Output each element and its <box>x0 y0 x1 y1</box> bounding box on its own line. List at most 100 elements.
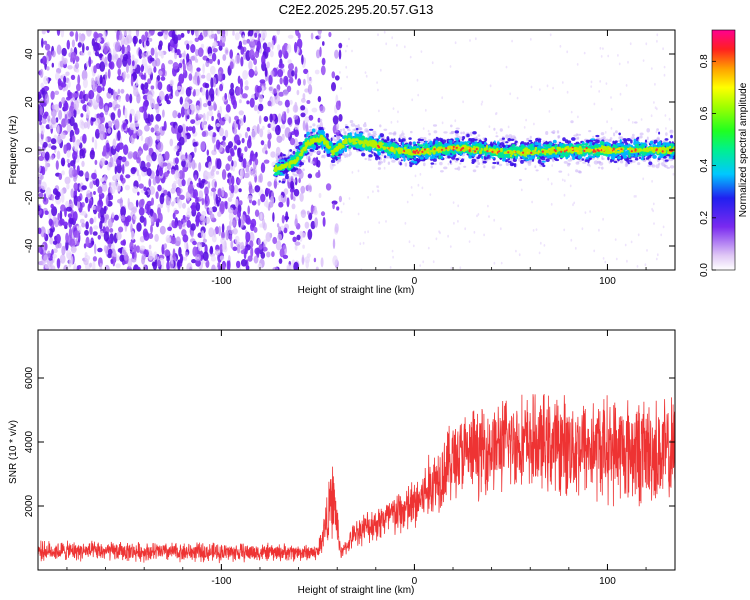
echo-trace-mark <box>433 162 437 166</box>
noise-blob <box>239 99 242 104</box>
noise-blob <box>187 126 194 131</box>
noise-blob <box>182 202 186 209</box>
noise-blob <box>229 234 233 242</box>
noise-blob <box>246 127 251 132</box>
noise-blob <box>179 266 184 270</box>
echo-trace-mark <box>410 160 415 163</box>
echo-trace-mark <box>668 156 674 159</box>
noise-blob <box>116 163 122 174</box>
noise-blob <box>294 218 299 227</box>
echo-trace-mark <box>455 158 460 161</box>
noise-blob <box>202 238 207 243</box>
noise-blob <box>240 168 244 179</box>
noise-blob <box>310 204 314 215</box>
noise-blob <box>289 77 294 84</box>
echo-trace-mark <box>581 158 585 161</box>
noise-blob <box>116 143 120 153</box>
echo-trace-mark <box>293 173 299 177</box>
noise-blob <box>144 191 149 196</box>
noise-blob <box>338 42 343 49</box>
noise-blob <box>225 104 231 113</box>
noise-blob <box>255 30 260 34</box>
noise-blob <box>41 37 44 48</box>
noise-blob <box>660 233 663 237</box>
noise-blob <box>38 146 42 156</box>
noise-blob <box>240 241 245 251</box>
noise-blob <box>221 263 226 270</box>
noise-blob <box>176 48 181 56</box>
noise-blob <box>55 160 59 170</box>
noise-blob <box>44 151 50 161</box>
echo-trace-mark <box>646 136 649 141</box>
echo-trace-mark <box>601 166 604 170</box>
noise-blob <box>509 92 512 96</box>
noise-blob <box>141 52 147 58</box>
noise-blob <box>151 261 156 267</box>
echo-trace-mark <box>310 161 315 164</box>
noise-blob <box>107 127 112 134</box>
noise-blob <box>228 141 233 149</box>
noise-blob <box>136 222 142 232</box>
noise-blob <box>132 206 138 214</box>
noise-blob <box>378 109 380 113</box>
noise-blob <box>132 186 139 194</box>
noise-blob <box>590 80 593 84</box>
noise-blob <box>264 67 268 78</box>
echo-trace-mark <box>557 135 560 139</box>
noise-blob <box>228 207 234 214</box>
noise-blob <box>543 244 546 247</box>
echo-trace-mark <box>558 170 563 173</box>
noise-blob <box>224 47 229 56</box>
noise-blob <box>627 60 629 64</box>
noise-blob <box>320 65 326 76</box>
noise-blob <box>50 108 57 118</box>
noise-blob <box>248 30 254 37</box>
noise-blob <box>216 158 222 170</box>
echo-trace-mark <box>462 131 466 135</box>
noise-blob <box>41 118 47 124</box>
noise-blob <box>66 124 72 133</box>
echo-trace-mark <box>477 162 481 166</box>
noise-blob <box>148 244 152 250</box>
noise-blob <box>520 188 523 192</box>
noise-blob <box>335 123 340 131</box>
noise-blob <box>217 262 221 267</box>
noise-blob <box>593 249 596 253</box>
noise-blob <box>315 266 319 270</box>
noise-blob <box>245 218 252 225</box>
noise-blob <box>310 220 316 230</box>
noise-blob <box>665 127 667 130</box>
noise-blob <box>147 136 153 147</box>
echo-trace-mark <box>404 162 408 167</box>
echo-trace-mark <box>527 162 532 166</box>
noise-blob <box>139 106 143 113</box>
noise-blob <box>214 181 217 188</box>
noise-blob <box>188 40 193 45</box>
noise-blob <box>604 260 607 264</box>
noise-blob <box>322 216 326 227</box>
noise-blob <box>389 266 392 269</box>
noise-blob <box>63 144 68 155</box>
echo-trace-mark <box>590 138 595 141</box>
noise-blob <box>221 169 227 180</box>
noise-blob <box>511 39 513 43</box>
noise-blob <box>221 186 225 198</box>
noise-blob <box>146 204 151 216</box>
noise-blob <box>61 245 66 256</box>
noise-blob <box>125 93 130 103</box>
noise-blob <box>237 178 241 184</box>
noise-blob <box>201 197 205 206</box>
noise-blob <box>650 114 653 118</box>
noise-blob <box>98 196 102 206</box>
noise-blob <box>606 120 608 124</box>
echo-trace-mark <box>321 155 324 159</box>
noise-blob <box>118 96 121 103</box>
noise-blob <box>229 49 233 59</box>
echo-trace-mark <box>587 163 590 167</box>
noise-blob <box>159 225 166 235</box>
echo-trace-mark <box>383 155 387 159</box>
noise-blob <box>518 253 521 257</box>
noise-blob <box>292 236 297 243</box>
echo-trace-mark <box>484 141 487 146</box>
noise-blob <box>359 242 362 246</box>
